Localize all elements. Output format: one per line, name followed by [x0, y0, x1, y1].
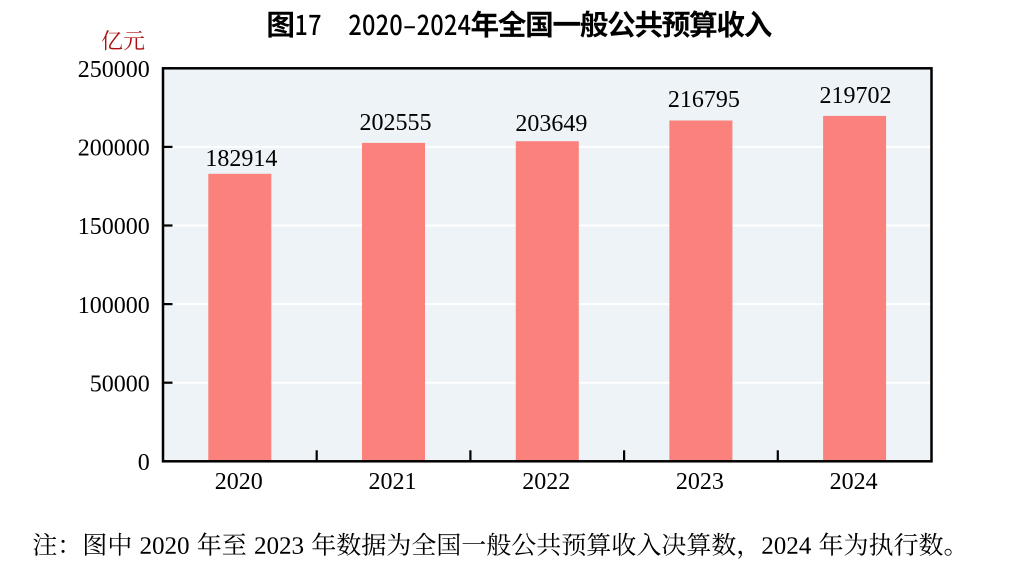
svg-text:250000: 250000 — [78, 57, 150, 83]
svg-text:219702: 219702 — [820, 83, 892, 109]
svg-text:2021: 2021 — [369, 469, 417, 495]
svg-text:50000: 50000 — [90, 371, 150, 397]
svg-text:203649: 203649 — [515, 111, 587, 137]
svg-text:0: 0 — [138, 450, 150, 476]
svg-text:2022: 2022 — [522, 469, 570, 495]
svg-text:2020: 2020 — [215, 469, 263, 495]
svg-text:2024: 2024 — [830, 469, 878, 495]
svg-text:150000: 150000 — [78, 214, 150, 240]
svg-text:216795: 216795 — [668, 87, 740, 113]
svg-text:202555: 202555 — [360, 110, 432, 136]
svg-text:100000: 100000 — [78, 293, 150, 319]
svg-text:182914: 182914 — [205, 146, 277, 172]
svg-text:2023: 2023 — [676, 469, 724, 495]
svg-text:200000: 200000 — [78, 136, 150, 162]
